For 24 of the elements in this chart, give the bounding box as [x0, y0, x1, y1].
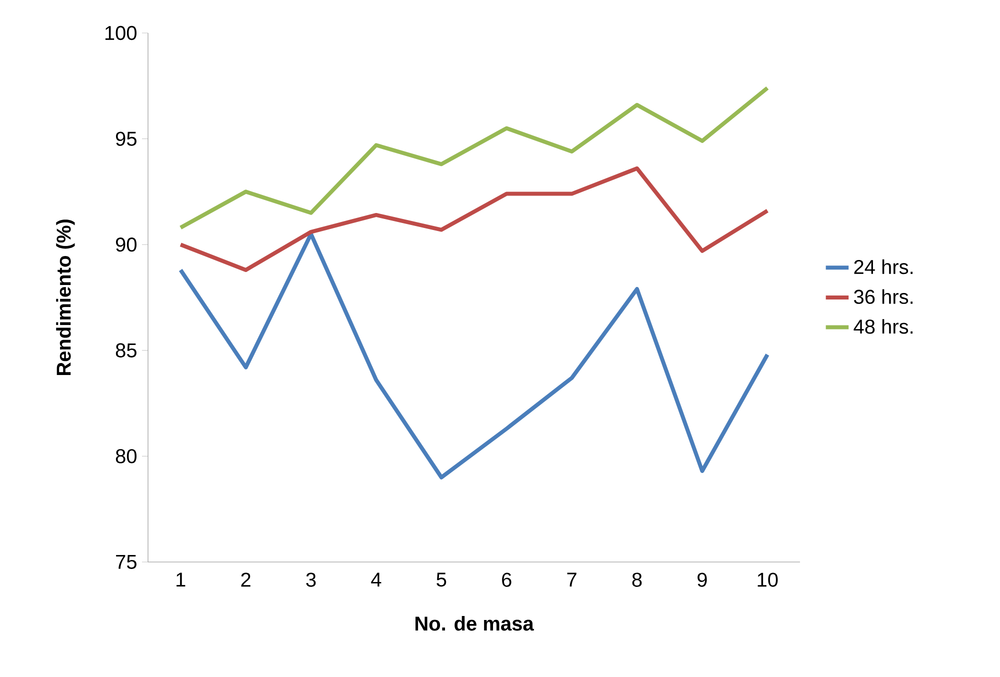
x-tick-label: 10 — [758, 572, 778, 587]
x-tick-label: 1 — [176, 572, 186, 586]
x-tick-label: 5 — [436, 572, 446, 587]
line-series — [178, 86, 770, 230]
y-tick-label: 75 — [116, 555, 136, 569]
x-tick-label: 2 — [241, 572, 250, 587]
x-axis-title: No. de masa — [416, 616, 534, 631]
x-tick-label: 9 — [698, 572, 707, 587]
line-series — [178, 232, 770, 480]
x-tick-label: 4 — [371, 572, 382, 586]
line-series — [178, 166, 770, 272]
y-tick-label: 90 — [116, 238, 136, 252]
x-tick-label: 8 — [632, 572, 642, 587]
y-axis-title: Rendimiento (%) — [56, 220, 75, 376]
x-tick-label: 3 — [306, 572, 316, 587]
y-tick-label: 85 — [116, 343, 136, 358]
x-tick-label: 6 — [502, 572, 512, 587]
x-tick-label: 7 — [567, 572, 576, 586]
legend-label: 24 hrs. — [854, 259, 913, 274]
y-tick-label: 95 — [116, 132, 136, 146]
legend-label: 36 hrs. — [854, 289, 913, 304]
legend-label: 48 hrs. — [854, 319, 913, 334]
y-tick-label: 80 — [116, 449, 136, 464]
y-tick-label: 100 — [105, 26, 136, 40]
